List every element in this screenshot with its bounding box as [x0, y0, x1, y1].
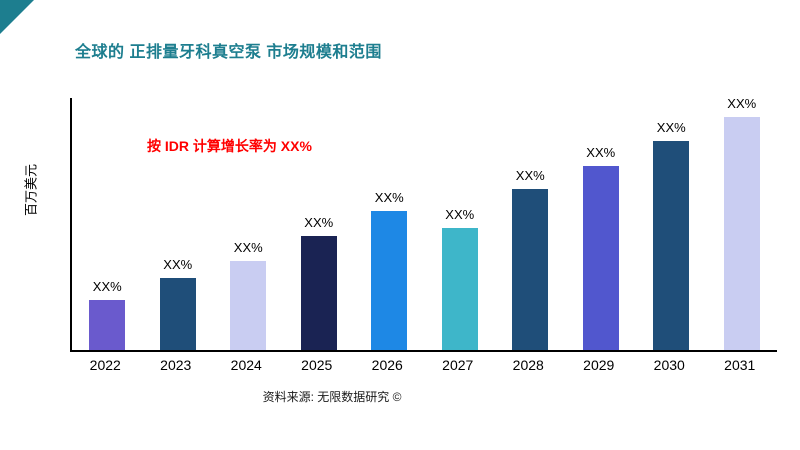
x-tick-2023: 2023 — [160, 357, 192, 373]
bar-value-label-2031: XX% — [727, 96, 757, 111]
bar-value-label-2022: XX% — [92, 279, 122, 294]
x-tick-2027: 2027 — [442, 357, 474, 373]
bar-value-label-2030: XX% — [656, 120, 686, 135]
bars-container: XX% XX% XX% XX% XX% XX% XX% XX% XX% XX% — [72, 96, 777, 350]
bar-2025 — [300, 236, 337, 350]
x-tick-2031: 2031 — [724, 357, 756, 373]
bar-slot-2025: XX% — [284, 215, 354, 350]
bar-2023 — [159, 278, 196, 350]
x-tick-2028: 2028 — [512, 357, 544, 373]
x-tick-2022: 2022 — [89, 357, 121, 373]
bar-slot-2029: XX% — [566, 145, 636, 350]
plot-area: 按 IDR 计算增长率为 XX% XX% XX% XX% XX% XX% XX% XX% XX… — [70, 96, 777, 352]
chart-title: 全球的 正排量牙科真空泵 市场规模和范围 — [75, 44, 382, 61]
x-tick-2025: 2025 — [301, 357, 333, 373]
bar-2026 — [371, 211, 408, 350]
bar-value-label-2023: XX% — [163, 257, 193, 272]
bar-value-label-2029: XX% — [586, 145, 616, 160]
x-tick-2029: 2029 — [583, 357, 615, 373]
bar-value-label-2027: XX% — [445, 207, 475, 222]
y-axis-label: 百万美元 — [23, 163, 39, 217]
bar-value-label-2024: XX% — [233, 240, 263, 255]
bar-2024 — [230, 261, 267, 350]
bar-slot-2027: XX% — [425, 207, 495, 350]
bar-slot-2031: XX% — [707, 96, 777, 350]
growth-rate-annotation: 按 IDR 计算增长率为 XX% — [147, 138, 312, 154]
x-tick-2030: 2030 — [653, 357, 685, 373]
x-tick-2024: 2024 — [230, 357, 262, 373]
bar-2022 — [89, 300, 126, 350]
x-axis-tick-labels: 2022 2023 2024 2025 2026 2027 2028 2029 2030 2031 — [70, 357, 775, 373]
bar-value-label-2028: XX% — [515, 168, 545, 183]
bar-value-label-2025: XX% — [304, 215, 334, 230]
bar-slot-2028: XX% — [495, 168, 565, 350]
x-tick-2026: 2026 — [371, 357, 403, 373]
bar-2028 — [512, 189, 549, 350]
bar-value-label-2026: XX% — [374, 190, 404, 205]
bar-slot-2024: XX% — [213, 240, 283, 350]
bar-slot-2023: XX% — [143, 257, 213, 350]
bar-2027 — [441, 228, 478, 350]
bar-2031 — [723, 117, 760, 350]
bar-slot-2030: XX% — [636, 120, 706, 350]
source-caption: 资料来源: 无限数据研究 © — [262, 390, 402, 404]
bar-slot-2026: XX% — [354, 190, 424, 350]
bar-slot-2022: XX% — [72, 279, 142, 350]
bar-2030 — [653, 141, 690, 350]
corner-decoration-triangle — [0, 0, 34, 34]
bar-2029 — [582, 166, 619, 350]
